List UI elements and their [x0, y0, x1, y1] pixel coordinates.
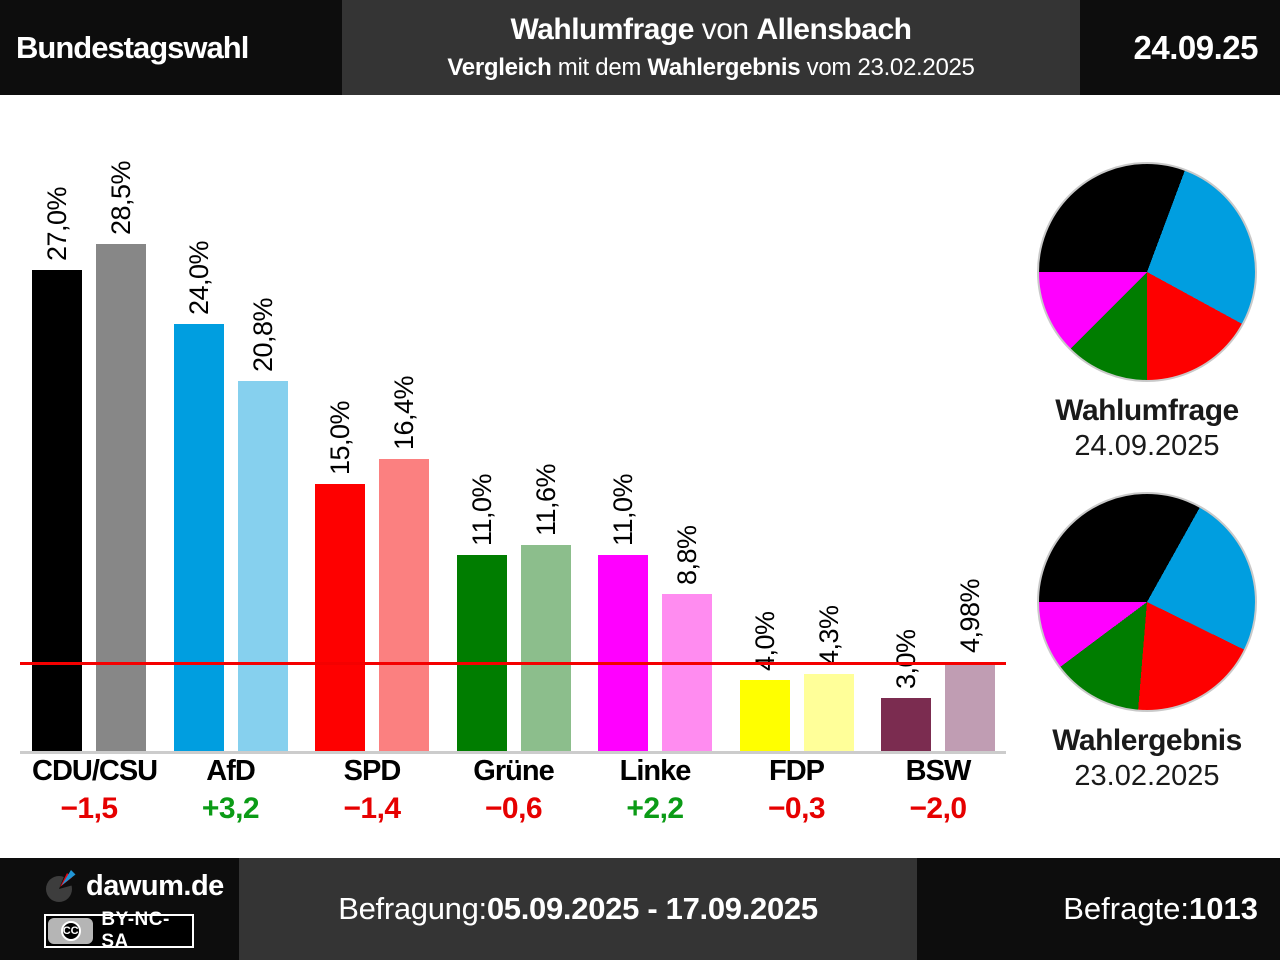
- bar-group-bsw: 3,0% 4,98%: [869, 95, 1011, 751]
- cc-license-badge: CC BY-NC-SA: [44, 909, 194, 952]
- party-diff-label: +2,2: [626, 792, 684, 825]
- poll-type: Wahlumfrage: [510, 13, 694, 46]
- party-diff-label: −0,6: [484, 792, 543, 825]
- bar-group-linke: 11,0% 8,8%: [586, 95, 728, 751]
- party-name-label: FDP: [769, 755, 825, 787]
- cc-icon: CC: [60, 921, 81, 941]
- subtitle-word-wahlergebnis: Wahlergebnis: [647, 54, 801, 81]
- bar-value-label: 4,98%: [955, 578, 985, 653]
- bar-chart: 27,0% 28,5% 24,0% 20,8% 15,0% 16,4% 11,0% 11,6%…: [20, 95, 1011, 754]
- bar-value-label: 28,5%: [106, 160, 136, 235]
- bar-value-label: 16,4%: [389, 375, 419, 450]
- respondents: Befragte: 1013: [917, 858, 1280, 960]
- poll-title-connector: von: [693, 13, 757, 46]
- bar-poll: [739, 680, 790, 751]
- bar-poll: [315, 484, 365, 751]
- respondents-label: Befragte:: [1063, 891, 1190, 926]
- bar-poll: [32, 270, 82, 751]
- survey-period-value: 05.09.2025 - 17.09.2025: [486, 891, 818, 926]
- bar-value-label: 11,6%: [530, 463, 561, 536]
- poll-subtitle: Vergleich mit dem Wahlergebnis vom 23.02…: [342, 54, 1080, 82]
- party-diff-label: −1,5: [60, 792, 118, 825]
- bar-value-label: 3,0%: [891, 629, 921, 689]
- bar-poll: [598, 555, 648, 751]
- party-diff-label: −2,0: [909, 792, 967, 825]
- party-name-label: AfD: [206, 755, 256, 787]
- bar-group-fdp: 4,0% 4,3%: [728, 95, 870, 751]
- survey-period-label: Befragung:: [338, 891, 487, 926]
- pie-title: Wahlergebnis: [1052, 724, 1242, 757]
- bar-result: [520, 545, 571, 751]
- party-name-label: Linke: [619, 755, 692, 787]
- survey-period: Befragung: 05.09.2025 - 17.09.2025: [239, 858, 917, 960]
- cc-chip: CC: [48, 918, 94, 944]
- bar-value-label: 8,8%: [672, 525, 702, 585]
- bar-value-label: 11,0%: [466, 473, 497, 546]
- bar-value-label: 27,0%: [42, 186, 72, 261]
- bar-value-label: 24,0%: [183, 240, 214, 315]
- dawum-pie-icon: [46, 870, 77, 902]
- subtitle-word-vergleich: Vergleich: [447, 54, 552, 81]
- bar-result: [662, 594, 712, 751]
- bar-result: [379, 459, 429, 751]
- party-diff-label: +3,2: [201, 792, 260, 825]
- bar-group-cdu-csu: 27,0% 28,5%: [20, 95, 162, 751]
- respondents-value: 1013: [1189, 891, 1258, 926]
- bar-result: [96, 244, 146, 751]
- bar-result: [237, 381, 288, 751]
- party-name-label: CDU/CSU: [32, 755, 158, 787]
- cc-license-text: BY-NC-SA: [101, 909, 170, 952]
- header-title-panel: Wahlumfrage von Allensbach Vergleich mit…: [342, 0, 1080, 95]
- five-percent-threshold-line: [20, 662, 1006, 665]
- bar-result: [803, 674, 854, 751]
- pie-date: 24.09.2025: [1074, 430, 1220, 462]
- bar-value-label: 20,8%: [247, 297, 278, 372]
- party-name-label: Grüne: [473, 755, 554, 787]
- subtitle-date: vom 23.02.2025: [800, 54, 975, 81]
- party-name-label: BSW: [905, 755, 972, 787]
- dawum-logo: dawum.de: [44, 868, 224, 904]
- bar-result: [945, 662, 995, 751]
- party-diff-label: −1,4: [343, 792, 401, 825]
- bar-poll: [881, 698, 931, 751]
- institute-name: Allensbach: [756, 13, 912, 46]
- header: Bundestagswahl Wahlumfrage von Allensbac…: [0, 0, 1280, 95]
- pie-block-wahlergebnis: Wahlergebnis 23.02.2025: [1035, 492, 1259, 793]
- bar-group-afd: 24,0% 20,8%: [162, 95, 304, 751]
- pie-date: 23.02.2025: [1074, 760, 1220, 792]
- footer: dawum.de CC BY-NC-SA Befragung: 05.09.20…: [0, 858, 1280, 960]
- party-name-label: SPD: [343, 755, 402, 787]
- party-diff-label: −0,3: [767, 792, 826, 825]
- pie-block-wahlumfrage: Wahlumfrage 24.09.2025: [1035, 162, 1259, 463]
- pie-title: Wahlumfrage: [1055, 394, 1239, 427]
- bar-poll: [173, 324, 224, 751]
- x-axis-line: [20, 751, 1006, 754]
- bar-group-gr-ne: 11,0% 11,6%: [445, 95, 587, 751]
- subtitle-connector: mit dem: [551, 54, 648, 81]
- bar-value-label: 4,3%: [813, 605, 844, 665]
- bar-value-label: 15,0%: [325, 400, 355, 475]
- pie-chart-wahlergebnis: [1037, 492, 1257, 712]
- bar-value-label: 11,0%: [608, 473, 638, 546]
- dawum-brand-text: dawum.de: [86, 869, 224, 902]
- poll-context-label: Bundestagswahl: [16, 29, 249, 65]
- pie-chart-wahlumfrage: [1037, 162, 1257, 382]
- category-axis: CDU/CSU −1,5 AfD +3,2 SPD −1,4 Grüne −0,6 Linke +…: [20, 755, 1010, 855]
- bar-poll: [456, 555, 507, 751]
- bar-group-spd: 15,0% 16,4%: [303, 95, 445, 751]
- poll-date: 24.09.25: [1133, 28, 1259, 66]
- chart-area: 27,0% 28,5% 24,0% 20,8% 15,0% 16,4% 11,0% 11,6%…: [0, 95, 1280, 858]
- poll-title: Wahlumfrage von Allensbach: [342, 13, 1080, 47]
